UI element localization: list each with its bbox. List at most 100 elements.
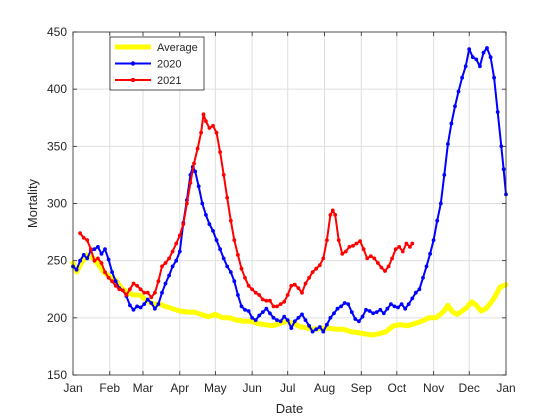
data-point-2020 [385, 306, 390, 311]
y-tick-label: 300 [47, 197, 67, 211]
data-point-2020 [260, 310, 265, 314]
series-2020 [71, 46, 508, 334]
x-axis-label: Date [276, 401, 303, 416]
x-tick-label: Apr [170, 381, 189, 395]
data-point-2020 [92, 247, 97, 252]
data-point-2020 [399, 302, 404, 306]
data-point-2020 [349, 310, 354, 314]
data-point-2021 [142, 290, 147, 295]
x-tick-label: Jan [63, 381, 82, 395]
y-tick-label: 250 [47, 254, 67, 268]
data-point-2020 [156, 302, 161, 306]
data-point-2021 [268, 298, 272, 303]
data-point-2020 [371, 311, 375, 316]
data-point-2021 [404, 241, 409, 246]
data-point-2020 [310, 329, 315, 334]
data-point-2021 [117, 287, 122, 292]
legend-marker-2021 [130, 77, 136, 83]
data-point-2021 [410, 241, 415, 246]
series-line-average [70, 252, 509, 338]
data-point-2021 [260, 297, 265, 302]
data-point-2021 [113, 283, 118, 288]
data-point-2020 [264, 306, 269, 311]
data-point-2021 [106, 275, 111, 280]
data-point-2021 [195, 146, 200, 151]
data-point-2020 [138, 305, 143, 310]
y-tick-label: 350 [47, 139, 67, 153]
data-point-2020 [478, 64, 482, 69]
data-point-2020 [353, 317, 358, 321]
data-point-2020 [163, 281, 168, 286]
data-point-2020 [485, 46, 489, 50]
data-point-2021 [103, 270, 107, 274]
data-point-2020 [218, 247, 223, 252]
data-point-2020 [378, 307, 383, 312]
data-point-2021 [170, 249, 175, 254]
data-point-2021 [127, 287, 132, 292]
data-point-2021 [330, 208, 335, 213]
data-point-2021 [214, 130, 219, 135]
data-point-2021 [218, 150, 223, 154]
data-point-2020 [499, 144, 504, 149]
data-point-2020 [106, 257, 111, 262]
data-point-2021 [307, 275, 311, 280]
series-layer [70, 46, 509, 338]
data-point-2021 [160, 264, 164, 269]
data-point-2020 [357, 319, 361, 324]
data-point-2021 [243, 275, 247, 280]
legend-label-2020: 2020 [157, 59, 181, 71]
data-point-2020 [78, 258, 82, 263]
x-tick-label: Jul [280, 381, 295, 395]
data-point-2021 [124, 293, 129, 297]
data-point-2020 [374, 310, 379, 314]
data-point-2021 [292, 282, 297, 287]
data-point-2020 [135, 304, 140, 309]
data-point-2021 [246, 283, 251, 288]
data-point-2020 [207, 222, 212, 227]
data-point-2021 [153, 290, 157, 295]
data-point-2021 [135, 283, 140, 288]
data-point-2021 [358, 239, 362, 244]
data-point-2021 [199, 130, 204, 135]
data-point-2021 [204, 119, 208, 124]
data-point-2020 [113, 279, 118, 284]
x-tick-label: Mar [133, 381, 154, 395]
data-point-2021 [343, 249, 348, 254]
data-point-2020 [364, 307, 368, 312]
data-point-2020 [271, 315, 276, 320]
data-point-2021 [400, 249, 405, 254]
data-point-2021 [250, 287, 255, 292]
data-point-2020 [406, 302, 411, 306]
data-point-2020 [392, 304, 397, 309]
data-point-2020 [381, 311, 386, 316]
data-point-2020 [127, 303, 132, 308]
data-point-2021 [365, 256, 370, 261]
data-point-2021 [257, 293, 262, 297]
data-point-2021 [131, 281, 136, 286]
data-point-2020 [275, 318, 279, 322]
data-point-2020 [243, 307, 247, 312]
data-point-2020 [193, 169, 198, 174]
data-point-2020 [110, 270, 114, 274]
data-point-2020 [278, 319, 283, 324]
data-point-2021 [393, 247, 398, 252]
data-point-2021 [368, 254, 373, 258]
data-point-2020 [339, 304, 343, 309]
data-point-2021 [354, 241, 359, 246]
data-point-2020 [300, 312, 304, 317]
data-point-2020 [221, 256, 226, 261]
data-point-2020 [470, 55, 475, 60]
data-point-2021 [149, 295, 154, 300]
data-point-2021 [156, 279, 161, 284]
data-point-2021 [211, 123, 215, 128]
data-point-2021 [207, 126, 212, 130]
data-point-2020 [501, 167, 506, 172]
data-point-2021 [174, 241, 179, 246]
data-point-2020 [396, 305, 400, 310]
data-point-2020 [431, 238, 436, 243]
data-point-2020 [131, 307, 136, 312]
data-point-2020 [332, 311, 336, 316]
data-point-2021 [201, 112, 206, 117]
data-point-2021 [120, 288, 125, 293]
